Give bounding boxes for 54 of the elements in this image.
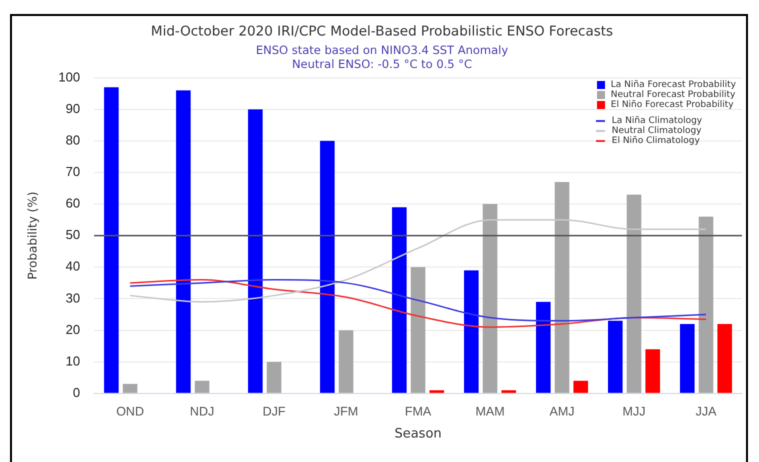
legend-label: La Niña Climatology	[612, 116, 702, 126]
x-tick-label: FMA	[404, 404, 432, 418]
bar	[338, 330, 354, 393]
y-tick-label: 50	[66, 227, 80, 242]
bar	[573, 380, 588, 393]
bar	[626, 194, 642, 393]
legend-label: La Niña Forecast Probability	[610, 80, 736, 90]
bar	[248, 109, 263, 393]
y-tick-label: 100	[58, 69, 80, 84]
bar	[536, 302, 551, 393]
y-axis-title: Probability (%)	[25, 192, 40, 280]
chart-title: Mid-October 2020 IRI/CPC Model-Based Probabilistic ENSO Forecasts	[150, 24, 614, 40]
bar	[698, 216, 714, 393]
x-tick-label: JFM	[334, 404, 358, 418]
bar	[392, 207, 407, 393]
bar	[717, 324, 732, 393]
bar	[320, 140, 335, 393]
legend-label: Neutral Climatology	[612, 126, 702, 136]
bar	[645, 349, 660, 393]
line-series	[129, 219, 707, 303]
bar	[680, 324, 695, 393]
bar	[501, 390, 516, 393]
bar	[122, 384, 138, 393]
y-tick-label: 30	[66, 290, 80, 306]
bar	[482, 204, 498, 393]
bar	[176, 90, 191, 393]
x-tick-label: MJJ	[622, 404, 646, 418]
y-tick-label: 60	[66, 196, 80, 211]
legend-label: El Niño Climatology	[612, 136, 700, 146]
y-tick-label: 20	[66, 322, 80, 337]
bar	[266, 362, 282, 393]
legend-label: Neutral Forecast Probability	[610, 90, 736, 100]
x-tick-label: OND	[116, 404, 144, 418]
x-tick-label: JJA	[696, 404, 718, 418]
x-tick-label: MAM	[475, 404, 505, 418]
bar	[464, 270, 479, 393]
y-tick-label: 90	[66, 100, 80, 116]
y-tick-label: 0	[72, 384, 80, 400]
bar	[608, 320, 623, 393]
x-tick-label: NDJ	[190, 404, 214, 418]
y-tick-label: 10	[66, 353, 80, 368]
bar	[554, 182, 570, 393]
x-tick-label: DJF	[262, 404, 286, 418]
bar	[194, 380, 210, 393]
x-tick-label: AMJ	[550, 404, 575, 418]
y-tick-label: 80	[66, 132, 80, 148]
y-tick-label: 40	[66, 258, 80, 274]
bar	[429, 390, 444, 393]
y-tick-label: 70	[66, 164, 80, 180]
chart-subtitle: ENSO state based on NINO3.4 SST Anomaly Neutral ENSO: -0.5 °C to 0.5 °C	[256, 43, 508, 71]
legend-label: El Niño Forecast Probability	[610, 100, 734, 110]
x-axis-title: Season	[394, 426, 442, 442]
bar	[104, 87, 119, 393]
bar	[410, 267, 426, 393]
